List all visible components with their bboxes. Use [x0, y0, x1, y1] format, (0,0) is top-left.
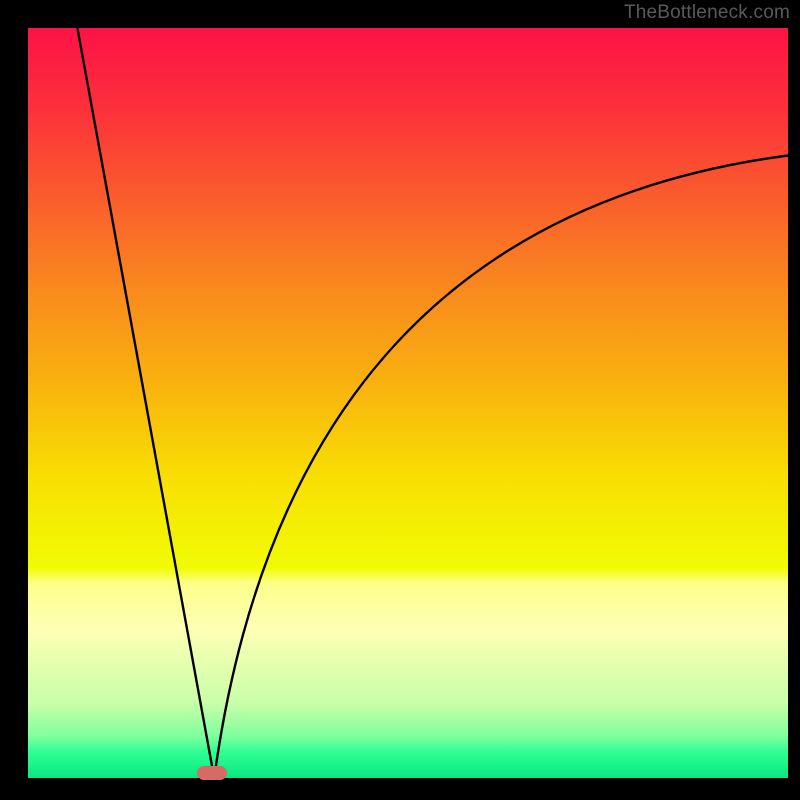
chart-canvas: TheBottleneck.com	[0, 0, 800, 800]
plot-background	[28, 28, 788, 778]
chart-svg	[0, 0, 800, 800]
notch-marker	[197, 766, 227, 780]
watermark-text: TheBottleneck.com	[624, 2, 790, 24]
